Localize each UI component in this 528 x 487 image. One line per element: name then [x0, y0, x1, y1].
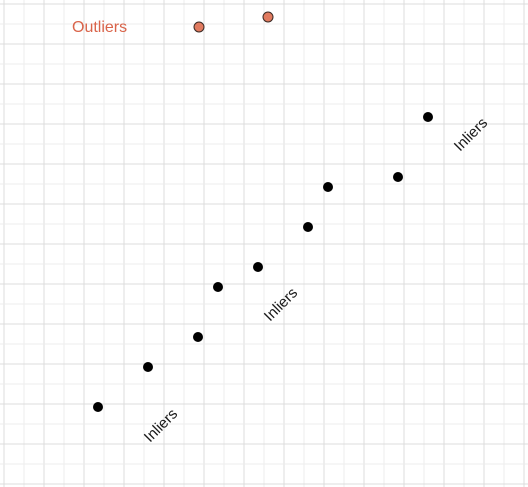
inlier-point [93, 402, 103, 412]
inlier-point [323, 182, 333, 192]
inlier-point [253, 262, 263, 272]
inlier-point [303, 222, 313, 232]
outlier-point [262, 11, 274, 23]
inlier-point [423, 112, 433, 122]
outlier-point [193, 21, 205, 33]
inlier-point [213, 282, 223, 292]
inlier-point [193, 332, 203, 342]
inlier-point [393, 172, 403, 182]
inlier-point [143, 362, 153, 372]
outliers-label: Outliers [72, 19, 127, 36]
data-points [93, 11, 433, 412]
